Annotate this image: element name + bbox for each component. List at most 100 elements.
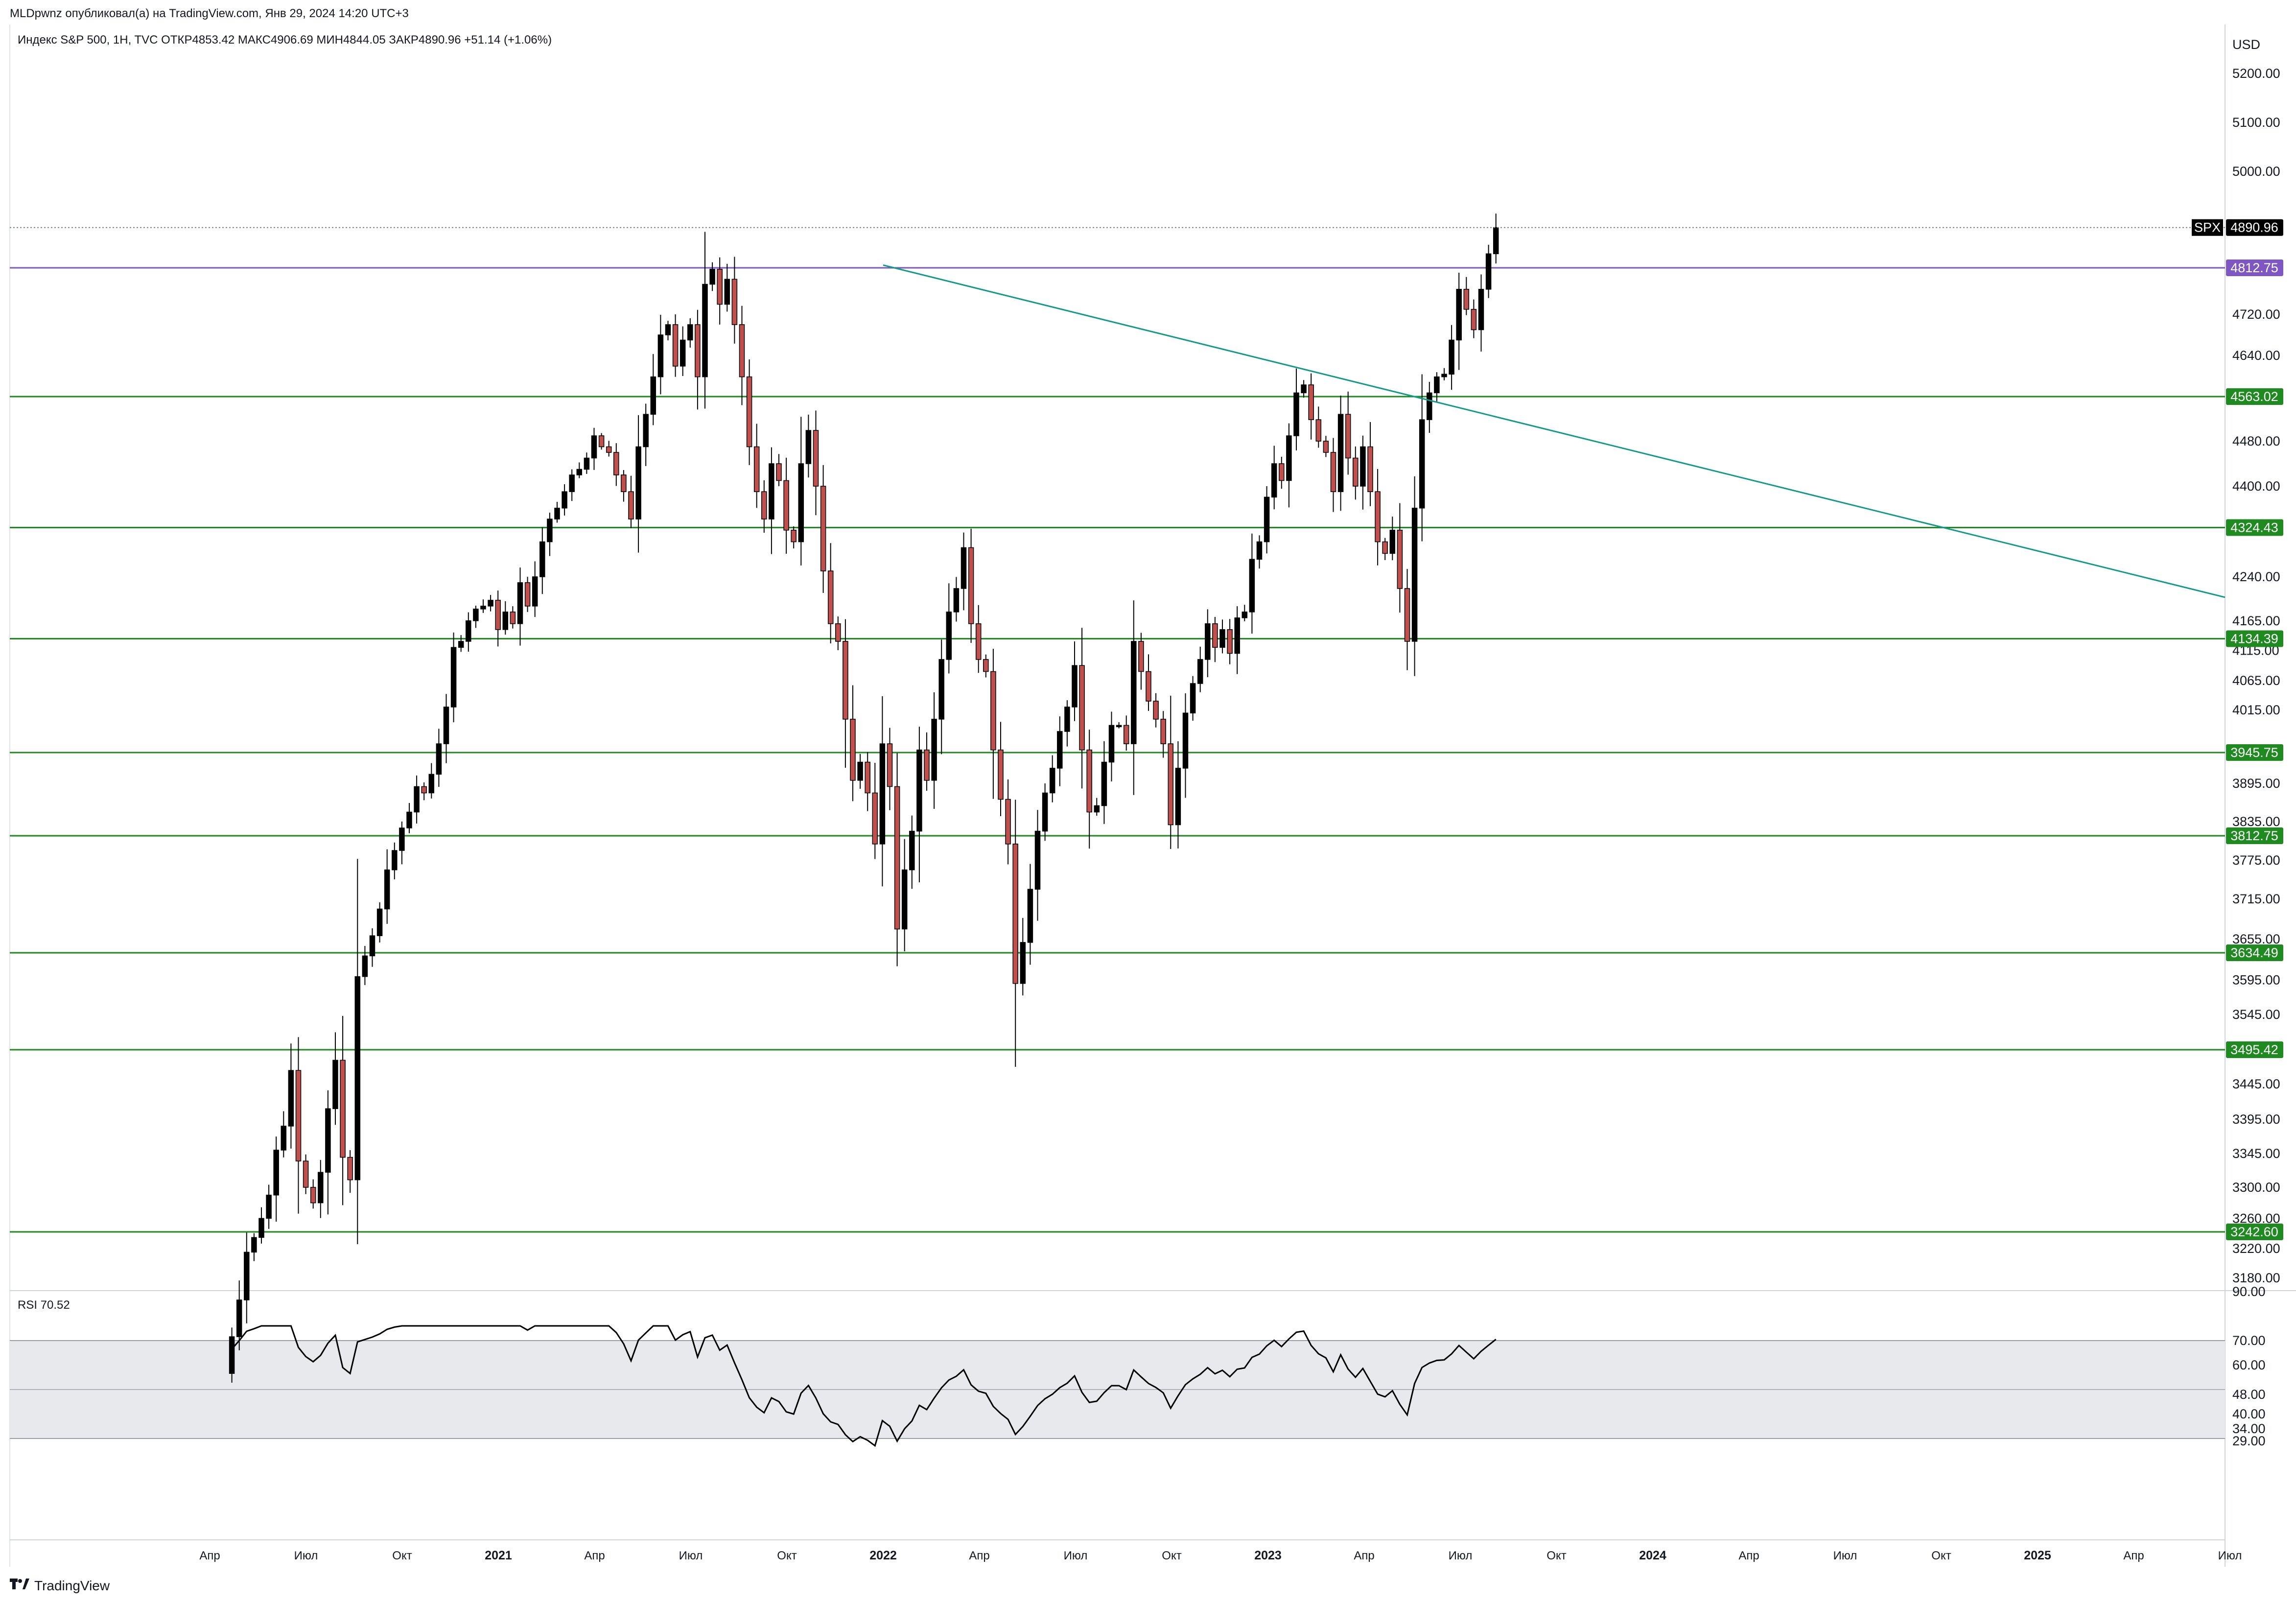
- candle[interactable]: [894, 753, 900, 967]
- candle[interactable]: [1123, 715, 1129, 751]
- candle[interactable]: [931, 692, 937, 809]
- candle[interactable]: [679, 326, 686, 376]
- candle[interactable]: [1345, 391, 1351, 475]
- candle[interactable]: [665, 321, 671, 341]
- candle[interactable]: [990, 649, 996, 799]
- candle[interactable]: [539, 527, 545, 594]
- candle[interactable]: [1411, 476, 1418, 676]
- candle[interactable]: [901, 839, 908, 951]
- candle[interactable]: [1427, 382, 1432, 433]
- candle[interactable]: [924, 732, 930, 791]
- candle[interactable]: [1131, 600, 1137, 795]
- candle[interactable]: [695, 309, 701, 410]
- candle[interactable]: [1227, 619, 1233, 664]
- candle[interactable]: [310, 1179, 316, 1209]
- candle[interactable]: [739, 306, 745, 405]
- candle[interactable]: [702, 232, 708, 409]
- candle[interactable]: [1234, 606, 1240, 674]
- candle[interactable]: [835, 616, 841, 651]
- candle[interactable]: [643, 403, 649, 466]
- candle[interactable]: [1404, 569, 1410, 670]
- candle[interactable]: [458, 635, 464, 652]
- candle[interactable]: [953, 577, 960, 622]
- candle[interactable]: [1256, 535, 1263, 569]
- candle[interactable]: [318, 1160, 324, 1218]
- candle[interactable]: [562, 484, 567, 516]
- candle[interactable]: [1315, 406, 1322, 448]
- candle[interactable]: [1279, 456, 1285, 489]
- candle[interactable]: [1330, 438, 1336, 512]
- candle[interactable]: [1101, 741, 1107, 824]
- candle[interactable]: [547, 513, 553, 556]
- candle[interactable]: [857, 754, 863, 789]
- currency-label[interactable]: USD: [2232, 37, 2261, 52]
- candle[interactable]: [1271, 446, 1277, 510]
- candle[interactable]: [1212, 616, 1218, 662]
- candle[interactable]: [1463, 277, 1470, 315]
- candle[interactable]: [258, 1207, 264, 1244]
- candle[interactable]: [938, 639, 944, 754]
- candle[interactable]: [687, 318, 693, 348]
- candle[interactable]: [813, 410, 819, 516]
- candle[interactable]: [510, 606, 516, 629]
- candle[interactable]: [1367, 422, 1373, 506]
- candle[interactable]: [495, 590, 501, 647]
- candle[interactable]: [340, 1015, 346, 1205]
- candle[interactable]: [916, 727, 922, 883]
- candle[interactable]: [244, 1232, 250, 1323]
- candle[interactable]: [1094, 798, 1100, 816]
- candle[interactable]: [303, 1154, 309, 1194]
- candle[interactable]: [369, 928, 375, 967]
- candle[interactable]: [1079, 628, 1085, 789]
- candle[interactable]: [1397, 503, 1403, 613]
- candle[interactable]: [798, 417, 804, 566]
- candle[interactable]: [879, 696, 886, 887]
- candle[interactable]: [1072, 641, 1078, 721]
- candle[interactable]: [1153, 693, 1159, 728]
- candle[interactable]: [1138, 633, 1144, 690]
- candle[interactable]: [598, 433, 605, 450]
- candle[interactable]: [731, 257, 738, 344]
- candle[interactable]: [295, 1037, 302, 1214]
- candle[interactable]: [354, 859, 361, 1245]
- candle[interactable]: [1057, 716, 1063, 786]
- candle[interactable]: [332, 1032, 338, 1125]
- candle[interactable]: [362, 946, 368, 985]
- candle[interactable]: [1434, 372, 1440, 403]
- candle[interactable]: [865, 752, 870, 811]
- candle[interactable]: [1360, 435, 1366, 510]
- candle[interactable]: [1190, 676, 1196, 721]
- candle[interactable]: [650, 354, 656, 425]
- candle[interactable]: [975, 605, 982, 673]
- candle[interactable]: [517, 567, 523, 646]
- candle[interactable]: [273, 1136, 279, 1222]
- candle[interactable]: [776, 454, 782, 486]
- candle[interactable]: [251, 1233, 257, 1261]
- candle[interactable]: [1146, 654, 1151, 711]
- candle[interactable]: [998, 722, 1004, 816]
- candle[interactable]: [805, 414, 812, 478]
- candle[interactable]: [1249, 533, 1255, 634]
- candle[interactable]: [1441, 368, 1447, 380]
- candle[interactable]: [1485, 244, 1492, 298]
- candle[interactable]: [1042, 783, 1048, 841]
- candle[interactable]: [1449, 325, 1454, 390]
- candle[interactable]: [1389, 517, 1396, 561]
- candle[interactable]: [657, 314, 664, 395]
- candle[interactable]: [376, 902, 383, 943]
- candle[interactable]: [613, 443, 619, 486]
- candle[interactable]: [761, 480, 767, 533]
- candle[interactable]: [236, 1280, 242, 1350]
- candle[interactable]: [266, 1184, 272, 1229]
- candle[interactable]: [399, 821, 405, 865]
- candle[interactable]: [872, 763, 878, 859]
- candle[interactable]: [769, 447, 774, 554]
- candle[interactable]: [606, 441, 612, 457]
- candle[interactable]: [347, 1150, 353, 1193]
- candle[interactable]: [488, 595, 493, 612]
- candle[interactable]: [1182, 693, 1189, 798]
- candle[interactable]: [1205, 609, 1211, 678]
- candle[interactable]: [946, 583, 952, 674]
- candle[interactable]: [1353, 446, 1359, 500]
- candle[interactable]: [591, 427, 597, 470]
